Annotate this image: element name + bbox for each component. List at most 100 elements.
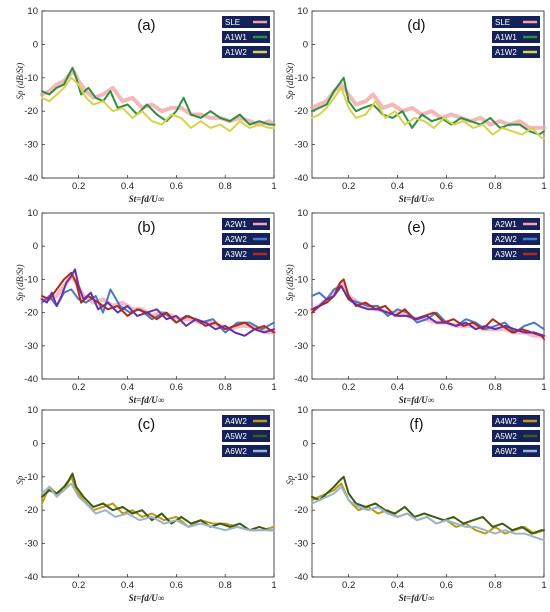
legend-label: A1W2: [495, 48, 517, 57]
legend-entry: A1W2: [222, 46, 270, 58]
x-tick-label: 0.6: [440, 181, 453, 192]
x-tick-label: 0.4: [121, 382, 134, 393]
x-tick-label: 1: [271, 382, 276, 393]
y-tick-label: -10: [24, 73, 38, 84]
y-tick-label: -40: [294, 173, 308, 184]
series-line: [41, 76, 275, 133]
legend-label: A4W2: [225, 417, 247, 426]
series-line: [310, 280, 546, 338]
y-tick-label: -20: [24, 505, 38, 516]
legend-box: [222, 233, 270, 245]
legend-box: [222, 415, 270, 427]
y-tick-label: 0: [33, 438, 38, 449]
panel-label: (c): [138, 416, 156, 433]
x-tick-label: 0.4: [391, 580, 404, 591]
y-tick-label: 10: [297, 405, 308, 416]
chart-panel: 10 0 -10 -20 -30 -40 0.2 0.4 0.6 0.8 1 (e) St=fd/U∞ S…: [285, 208, 547, 405]
y-tick-label: 0: [33, 241, 38, 252]
legend-box: [222, 16, 270, 28]
x-tick-label: 0.2: [342, 580, 355, 591]
legend-box: [222, 31, 270, 43]
legend-entry: A2W2: [222, 233, 270, 245]
legend-entry: A5W2: [222, 430, 270, 442]
series-line: [40, 69, 276, 127]
y-tick-label: 10: [297, 6, 308, 17]
x-tick-label: 0.2: [72, 580, 85, 591]
legend-entry: A1W2: [492, 46, 540, 58]
y-tick-label: 10: [27, 208, 38, 219]
y-tick-label: -40: [294, 374, 308, 385]
y-tick-label: 10: [27, 6, 38, 17]
y-axis-label: Sp (dB/St): [285, 264, 295, 301]
y-tick-label: 0: [303, 438, 308, 449]
x-tick-label: 1: [271, 181, 276, 192]
x-tick-label: 0.6: [440, 580, 453, 591]
series-line: [311, 485, 545, 542]
x-tick-label: 0.8: [489, 382, 502, 393]
x-tick-label: 0.4: [391, 382, 404, 393]
y-tick-label: 0: [303, 241, 308, 252]
legend-label: A1W1: [225, 33, 247, 42]
chart-panel: 10 0 -10 -20 -30 -40 0.2 0.4 0.6 0.8 1 (b) St=fd/U∞ S…: [15, 208, 277, 405]
y-axis-label: Sp (dB/St): [15, 63, 25, 100]
series-line: [311, 76, 545, 136]
legend-entry: A5W2: [492, 430, 540, 442]
y-tick-label: -30: [294, 539, 308, 550]
y-tick-label: -30: [294, 341, 308, 352]
y-tick-label: -30: [24, 341, 38, 352]
legend-box: [492, 233, 540, 245]
legend-box: [492, 248, 540, 260]
x-tick-label: 0.8: [219, 382, 232, 393]
y-tick-label: -40: [294, 572, 308, 583]
legend-label: SLE: [495, 18, 510, 27]
legend-label: SLE: [225, 18, 240, 27]
panel-label: (b): [137, 219, 155, 236]
legend-box: [492, 16, 540, 28]
legend-entry: A1W1: [222, 31, 270, 43]
legend-box: [222, 46, 270, 58]
series-line: [311, 86, 545, 139]
x-tick-label: 0.6: [170, 181, 183, 192]
legend-box: [222, 445, 270, 457]
x-tick-label: 1: [541, 181, 546, 192]
legend-label: A4W2: [495, 417, 517, 426]
x-axis-label: St=fd/U∞: [129, 593, 165, 603]
y-tick-label: -20: [294, 505, 308, 516]
legend-entry: SLE: [222, 16, 270, 28]
chart-panel: 10 0 -10 -20 -30 -40 0.2 0.4 0.6 0.8 1 (c) St=fd/U∞ S…: [15, 405, 277, 603]
legend-entry: A1W1: [492, 31, 540, 43]
y-tick-label: -10: [294, 472, 308, 483]
x-tick-label: 0.4: [121, 580, 134, 591]
legend-entry: SLE: [492, 16, 540, 28]
series-line: [311, 475, 545, 535]
panel-label: (a): [137, 17, 155, 34]
legend-entry: A4W2: [222, 415, 270, 427]
y-tick-label: -40: [24, 572, 38, 583]
series-line: [311, 285, 545, 337]
x-tick-label: 1: [541, 580, 546, 591]
panel-label: (d): [407, 17, 425, 34]
y-tick-label: -20: [294, 106, 308, 117]
legend-label: A2W2: [495, 235, 517, 244]
x-tick-label: 0.8: [489, 181, 502, 192]
series-line: [41, 268, 275, 337]
y-tick-label: -20: [294, 308, 308, 319]
y-tick-label: -30: [294, 140, 308, 151]
legend-label: A3W2: [495, 250, 517, 259]
x-tick-label: 0.6: [170, 382, 183, 393]
legend-box: [492, 415, 540, 427]
x-tick-label: 0.6: [440, 382, 453, 393]
legend-label: A3W2: [225, 250, 247, 259]
x-tick-label: 0.6: [170, 580, 183, 591]
x-axis-label: St=fd/U∞: [129, 194, 165, 204]
x-tick-label: 0.2: [72, 181, 85, 192]
legend-entry: A2W2: [492, 233, 540, 245]
legend-entry: A6W2: [492, 445, 540, 457]
series-line: [41, 66, 275, 126]
legend-label: A5W2: [225, 432, 247, 441]
legend-box: [222, 218, 270, 230]
legend-label: A2W1: [495, 220, 517, 229]
x-tick-label: 0.2: [72, 382, 85, 393]
panel-label: (e): [407, 219, 425, 236]
